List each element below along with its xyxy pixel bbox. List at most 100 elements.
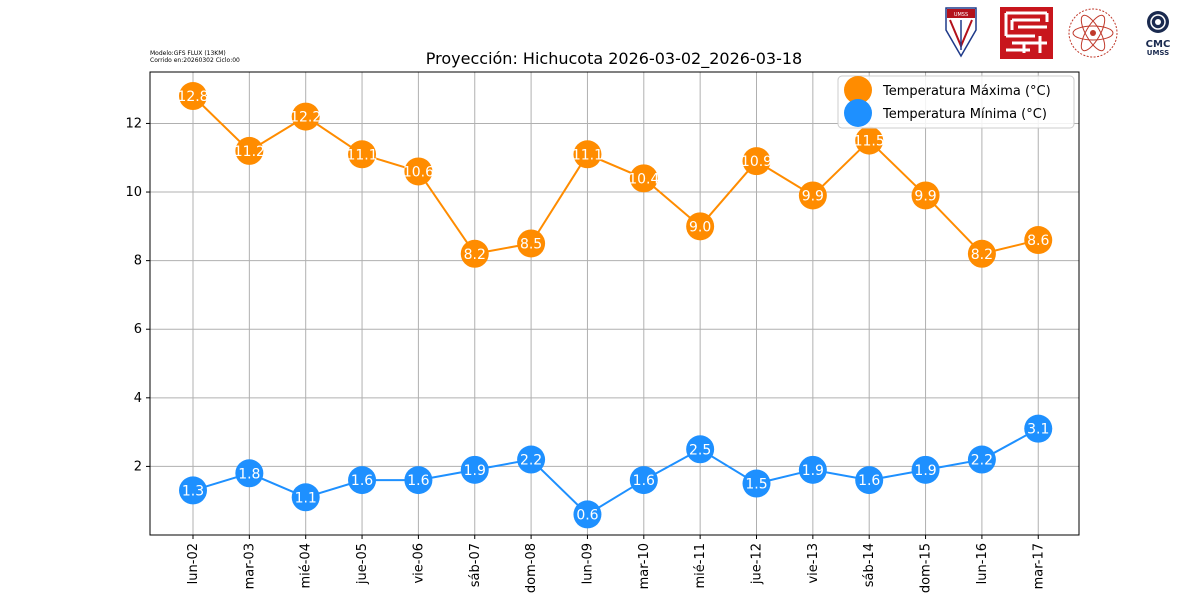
data-label: 1.5 xyxy=(745,477,767,493)
x-tick-label: jue-12 xyxy=(750,543,765,585)
data-label: 1.6 xyxy=(858,473,880,489)
data-point xyxy=(291,102,320,131)
data-point xyxy=(348,466,377,495)
data-point xyxy=(1024,226,1053,255)
data-point xyxy=(1024,414,1053,443)
faculty-logo xyxy=(1000,7,1053,59)
y-tick-label: 12 xyxy=(125,116,142,131)
x-axis: lun-02 mar-03 mié-04 jue-05 vie-06 sáb-07 dom-… xyxy=(186,535,1046,593)
data-point xyxy=(967,239,996,268)
legend-marker xyxy=(844,99,872,127)
data-label: 1.6 xyxy=(633,473,655,489)
data-label: 11.5 xyxy=(854,134,885,150)
legend-marker xyxy=(844,76,872,104)
model-info: Modelo:GFS FLUX (13KM) xyxy=(150,50,226,57)
y-tick-label: 2 xyxy=(134,459,142,474)
data-label: 10.4 xyxy=(628,171,659,187)
x-tick-label: dom-08 xyxy=(524,543,539,593)
y-tick-label: 8 xyxy=(134,254,142,269)
x-tick-label: jue-05 xyxy=(355,543,370,585)
data-point xyxy=(460,455,489,484)
data-label: 2.5 xyxy=(689,442,711,458)
data-label: 1.9 xyxy=(464,463,486,479)
y-tick-label: 4 xyxy=(134,391,142,406)
data-label: 8.2 xyxy=(971,247,993,263)
data-point xyxy=(742,147,771,176)
data-point xyxy=(742,469,771,498)
data-point xyxy=(686,435,715,464)
chart-title: Proyección: Hichucota 2026-03-02_2026-03… xyxy=(426,49,802,69)
data-label: 1.3 xyxy=(182,483,204,499)
x-tick-label: lun-16 xyxy=(975,543,990,584)
data-point xyxy=(460,239,489,268)
data-point xyxy=(179,82,207,111)
y-tick-label: 6 xyxy=(134,322,142,337)
data-label: 2.2 xyxy=(971,453,993,469)
data-label: 1.6 xyxy=(351,473,373,489)
data-label: 9.9 xyxy=(802,188,824,204)
data-point xyxy=(911,181,940,210)
cmc-logo-subtext: UMSS xyxy=(1147,49,1169,57)
atom-seal-logo xyxy=(1068,8,1118,58)
data-point xyxy=(855,466,884,495)
data-point xyxy=(686,212,715,241)
legend-label: Temperatura Máxima (°C) xyxy=(882,84,1051,99)
data-point xyxy=(404,466,433,495)
data-point xyxy=(517,229,546,258)
data-point xyxy=(235,459,264,488)
data-label: 11.2 xyxy=(234,144,265,160)
data-point xyxy=(573,140,602,169)
x-tick-label: dom-15 xyxy=(919,543,934,593)
data-point xyxy=(855,126,884,155)
x-tick-label: sáb-07 xyxy=(468,543,483,587)
data-point xyxy=(348,140,377,169)
x-tick-label: vie-06 xyxy=(411,543,426,584)
x-tick-label: mar-17 xyxy=(1031,543,1046,589)
data-point xyxy=(967,445,996,474)
data-label: 9.0 xyxy=(689,219,711,235)
plot-frame xyxy=(149,71,1080,536)
data-point xyxy=(573,500,602,529)
data-label: 10.6 xyxy=(403,164,434,180)
data-label: 1.8 xyxy=(238,466,260,482)
x-tick-label: mié-04 xyxy=(299,543,314,589)
data-point xyxy=(291,483,320,512)
data-point xyxy=(629,466,658,495)
data-point xyxy=(517,445,546,474)
data-point xyxy=(911,455,940,484)
data-point xyxy=(179,476,207,505)
data-label: 3.1 xyxy=(1027,422,1049,438)
data-point xyxy=(798,455,827,484)
legend: Temperatura Máxima (°C) Temperatura Mínim… xyxy=(837,75,1075,129)
x-tick-label: lun-09 xyxy=(580,543,595,584)
run-info: Corrido en:20260302 Ciclo:00 xyxy=(150,57,240,64)
series-line xyxy=(192,95,1039,255)
x-tick-label: sáb-14 xyxy=(862,543,877,587)
data-label: 1.6 xyxy=(407,473,429,489)
data-label: 0.6 xyxy=(576,507,598,523)
data-label: 1.9 xyxy=(802,463,824,479)
x-tick-label: vie-13 xyxy=(806,543,821,584)
cmc-umss-logo: CMC UMSS xyxy=(1146,11,1171,57)
series-line xyxy=(192,427,1039,516)
data-label: 11.1 xyxy=(346,147,377,163)
data-label: 9.9 xyxy=(914,188,936,204)
legend-label: Temperatura Mínima (°C) xyxy=(882,107,1047,122)
data-label: 12.8 xyxy=(177,89,208,105)
data-point xyxy=(798,181,827,210)
data-label: 12.2 xyxy=(290,110,321,126)
data-label: 11.1 xyxy=(572,147,603,163)
data-label: 2.2 xyxy=(520,453,542,469)
data-point xyxy=(629,164,658,193)
x-tick-label: mié-11 xyxy=(693,543,708,589)
data-label: 1.9 xyxy=(914,463,936,479)
series-layer: 12.8 11.2 12.2 11.1 10.6 8.2 8.5 11.1 10.4 9.0 10.… xyxy=(177,82,1053,529)
y-tick-label: 10 xyxy=(125,185,142,200)
cmc-logo-text: CMC xyxy=(1146,39,1171,50)
data-label: 8.6 xyxy=(1027,233,1049,249)
y-axis: 2 4 6 8 10 12 xyxy=(125,116,150,474)
umss-shield-logo: UMSS xyxy=(945,7,977,58)
umss-logo-text: UMSS xyxy=(954,12,968,18)
x-tick-label: mar-10 xyxy=(637,543,652,589)
